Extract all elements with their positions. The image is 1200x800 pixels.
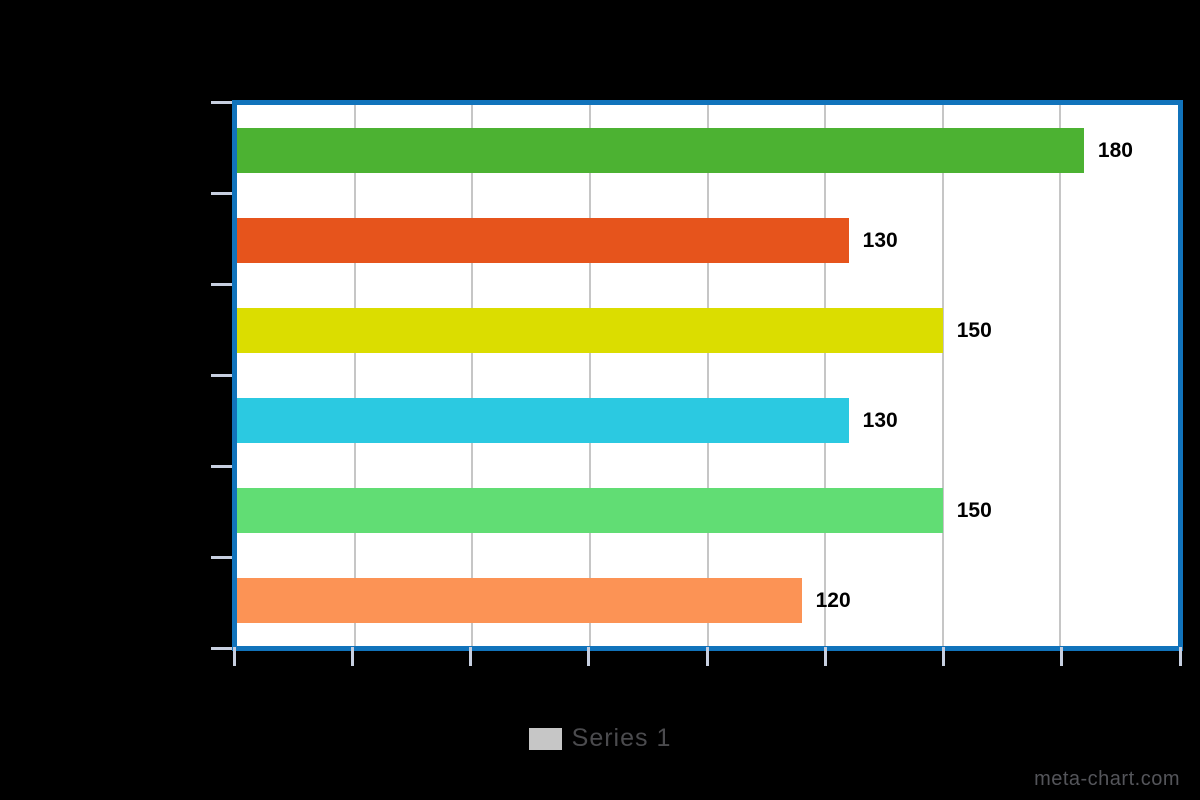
bar-value-label: 150 [956, 318, 992, 342]
bar-value-label: 130 [862, 228, 898, 252]
bar [237, 488, 943, 534]
x-axis-tick [1178, 647, 1182, 666]
gridline [706, 105, 709, 646]
plot-inner-area: 180 130 150 130 150 120 [237, 105, 1178, 646]
bar-row: 150 [237, 285, 1178, 375]
y-axis-tick [211, 101, 232, 104]
y-axis-tick [211, 374, 232, 377]
x-axis-tick [705, 647, 709, 666]
legend-label: Series 1 [571, 724, 672, 752]
x-axis-tick [469, 647, 472, 666]
bar-row: 180 [237, 105, 1178, 195]
bar-value-label: 150 [956, 499, 992, 523]
bar-value-label: 130 [862, 409, 898, 433]
gridline [941, 105, 944, 646]
bar [237, 127, 1084, 173]
gridline [471, 105, 474, 646]
bar [237, 578, 802, 624]
x-axis-tick [232, 647, 236, 666]
x-axis-tick [942, 647, 945, 666]
y-axis-tick [211, 556, 232, 559]
legend-swatch [528, 727, 562, 750]
bar-row: 130 [237, 376, 1178, 466]
bar-value-label: 120 [815, 589, 851, 613]
plot-area: 180 130 150 130 150 120 [232, 100, 1183, 651]
bar-row: 150 [237, 466, 1178, 556]
gridline [1059, 105, 1062, 646]
x-axis-tick [350, 647, 354, 666]
y-axis-tick [211, 465, 232, 468]
bar-value-label: 180 [1097, 138, 1133, 162]
gridline [824, 105, 827, 646]
watermark: meta-chart.com [1034, 768, 1180, 790]
y-axis-tick [211, 647, 232, 650]
gridline [588, 105, 591, 646]
bar-row: 120 [237, 556, 1178, 646]
bar [237, 307, 943, 353]
y-axis-tick [211, 283, 232, 286]
bar [237, 217, 849, 263]
bar-row: 130 [237, 195, 1178, 285]
legend: Series 1 [0, 724, 1200, 753]
bar [237, 398, 849, 444]
y-axis-tick [211, 192, 232, 195]
gridline [353, 105, 356, 646]
x-axis-tick [587, 647, 591, 666]
x-axis-tick [823, 647, 827, 666]
x-axis-tick [1060, 647, 1064, 666]
